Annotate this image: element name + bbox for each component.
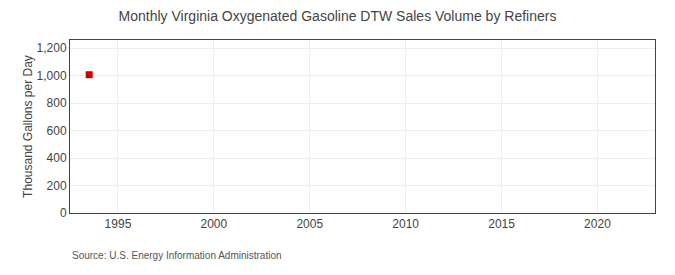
svg-text:2000: 2000: [200, 217, 227, 231]
svg-text:2005: 2005: [296, 217, 323, 231]
svg-text:2015: 2015: [488, 217, 515, 231]
svg-text:0: 0: [60, 206, 67, 220]
svg-text:2010: 2010: [392, 217, 419, 231]
svg-text:400: 400: [47, 151, 67, 165]
svg-text:200: 200: [47, 179, 67, 193]
svg-text:800: 800: [47, 96, 67, 110]
svg-text:Thousand Gallons per Day: Thousand Gallons per Day: [21, 55, 35, 198]
svg-text:2020: 2020: [584, 217, 611, 231]
svg-text:1,200: 1,200: [37, 41, 67, 55]
svg-text:Monthly Virginia Oxygenated Ga: Monthly Virginia Oxygenated Gasoline DTW…: [119, 8, 557, 24]
svg-text:1,000: 1,000: [37, 69, 67, 83]
svg-text:600: 600: [47, 124, 67, 138]
svg-text:Source: U.S. Energy Informatio: Source: U.S. Energy Information Administ…: [72, 250, 282, 261]
svg-text:1995: 1995: [105, 217, 132, 231]
